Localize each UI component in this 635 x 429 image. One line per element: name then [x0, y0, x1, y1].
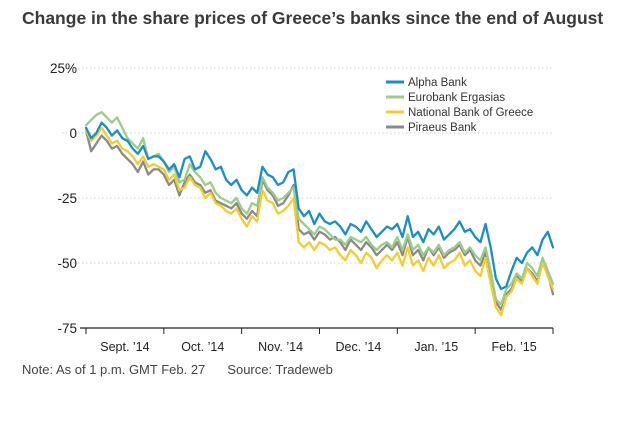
legend-label: National Bank of Greece [408, 107, 533, 119]
legend: Alpha Bank Eurobank Ergasias National Bank… [386, 77, 533, 134]
footnote: Note: As of 1 p.m. GMT Feb. 27 Source: Tr… [22, 362, 333, 377]
legend-label: Piraeus Bank [408, 122, 477, 134]
source-text: Source: Tradeweb [227, 362, 333, 377]
x-tick-label: Jan. ’15 [414, 340, 458, 354]
x-tick-label: Oct. ’14 [181, 340, 224, 354]
x-tick-label: Dec. ’14 [335, 340, 381, 354]
y-tick-label: -75 [57, 321, 77, 336]
x-axis: Sept. ’14 Oct. ’14 Nov. ’14 Dec. ’14 Jan. ’1… [80, 327, 554, 354]
line-chart: 25% 0 -25 -50 -75 Sept. ’14 Oct. ’14 Nov. ’14 D… [50, 61, 555, 354]
y-axis-ticks: 25% 0 -25 -50 -75 [50, 61, 77, 336]
x-tick-label: Nov. ’14 [258, 340, 303, 354]
y-tick-label: 25% [50, 61, 77, 76]
series-line-national-bank-of-greece [84, 126, 555, 317]
series-line-eurobank-ergasias [84, 111, 555, 306]
note-text: Note: As of 1 p.m. GMT Feb. 27 [22, 362, 206, 377]
series-line-piraeus-bank [84, 129, 555, 311]
series-lines [84, 111, 555, 317]
legend-label: Alpha Bank [408, 77, 467, 89]
chart-title: Change in the share prices of Greece’s b… [22, 8, 604, 28]
x-tick-label: Sept. ’14 [100, 340, 149, 354]
y-tick-label: -25 [57, 191, 77, 206]
y-tick-label: 0 [69, 126, 77, 141]
x-tick-label: Feb. ’15 [491, 340, 536, 354]
legend-label: Eurobank Ergasias [408, 92, 505, 104]
series-line-alpha-bank [84, 121, 555, 291]
y-tick-label: -50 [57, 256, 77, 271]
